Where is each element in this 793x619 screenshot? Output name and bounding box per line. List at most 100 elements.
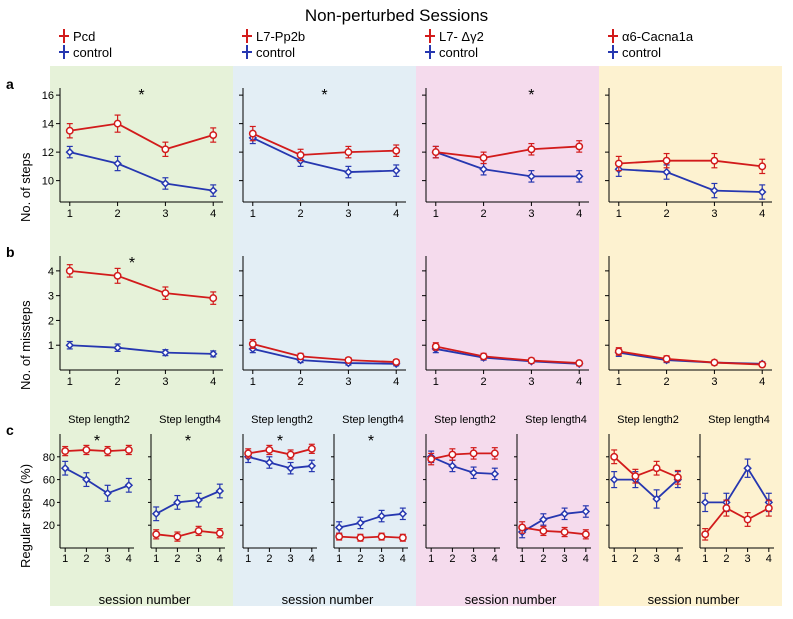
panel-c-2-0: 1234	[406, 428, 504, 568]
x-axis-label: session number	[609, 592, 778, 607]
svg-text:2: 2	[115, 376, 121, 388]
svg-text:10: 10	[42, 176, 54, 188]
svg-text:2: 2	[664, 208, 670, 220]
svg-text:1: 1	[616, 208, 622, 220]
panel-c-0-1: 1 2 3 4 *	[131, 428, 229, 568]
svg-text:1: 1	[616, 376, 622, 388]
svg-text:3: 3	[379, 553, 385, 565]
svg-text:1: 1	[433, 208, 439, 220]
svg-text:2: 2	[266, 553, 272, 565]
svg-text:4: 4	[583, 553, 589, 565]
svg-text:2: 2	[357, 553, 363, 565]
svg-text:3: 3	[162, 376, 168, 388]
svg-text:2: 2	[83, 553, 89, 565]
svg-text:3: 3	[345, 208, 351, 220]
svg-text:20: 20	[43, 520, 55, 532]
svg-text:14: 14	[42, 119, 54, 131]
legend: α6-Cacna1acontrol	[609, 28, 693, 60]
svg-text:1: 1	[250, 376, 256, 388]
svg-text:4: 4	[400, 553, 406, 565]
x-axis-label: session number	[60, 592, 229, 607]
svg-text:2: 2	[48, 315, 54, 327]
svg-text:2: 2	[449, 553, 455, 565]
panel-c-3-1: 1234	[680, 428, 778, 568]
svg-text:80: 80	[43, 452, 55, 464]
svg-text:1: 1	[48, 340, 54, 352]
svg-text:2: 2	[481, 376, 487, 388]
svg-text:4: 4	[759, 208, 765, 220]
svg-text:2: 2	[632, 553, 638, 565]
legend-marker-control	[609, 48, 617, 56]
svg-text:4: 4	[759, 376, 765, 388]
panel-b-3: 1234	[579, 250, 778, 390]
svg-text:3: 3	[48, 291, 54, 303]
legend-label-control: control	[256, 45, 295, 60]
sub-panel-title: Step length4	[329, 414, 417, 426]
legend-marker-control	[426, 48, 434, 56]
panel-b-2: 1234	[396, 250, 595, 390]
panel-c-1-0: 1234*	[223, 428, 321, 568]
svg-text:*: *	[94, 433, 100, 450]
legend-label-mutant: Pcd	[73, 29, 95, 44]
legend-label-control: control	[622, 45, 661, 60]
svg-text:3: 3	[162, 208, 168, 220]
panel-c-2-1: 1 2 3 4	[497, 428, 595, 568]
row-label: a	[6, 76, 14, 92]
svg-text:3: 3	[471, 553, 477, 565]
legend-marker-mutant	[426, 32, 434, 40]
legend-marker-mutant	[609, 32, 617, 40]
svg-text:1: 1	[153, 553, 159, 565]
svg-text:40: 40	[43, 497, 55, 509]
panel-c-0-0: 204060801234*	[30, 428, 138, 568]
svg-text:1: 1	[611, 553, 617, 565]
svg-text:1: 1	[336, 553, 342, 565]
panel-b-1: 1234	[213, 250, 412, 390]
svg-text:1: 1	[250, 208, 256, 220]
legend: Pcdcontrol	[60, 28, 112, 60]
svg-text:1: 1	[428, 553, 434, 565]
svg-text:1: 1	[433, 376, 439, 388]
sub-panel-title: Step length2	[421, 414, 509, 426]
svg-text:3: 3	[711, 208, 717, 220]
legend: L7- Δγ2control	[426, 28, 484, 60]
legend-label-mutant: L7- Δγ2	[439, 29, 484, 44]
svg-text:1: 1	[245, 553, 251, 565]
legend-label-control: control	[439, 45, 478, 60]
svg-text:*: *	[528, 87, 534, 104]
svg-text:4: 4	[217, 553, 223, 565]
svg-text:*: *	[129, 255, 135, 272]
svg-text:3: 3	[654, 553, 660, 565]
svg-text:2: 2	[174, 553, 180, 565]
svg-text:2: 2	[298, 208, 304, 220]
svg-text:3: 3	[528, 376, 534, 388]
svg-text:3: 3	[745, 553, 751, 565]
svg-text:3: 3	[562, 553, 568, 565]
panel-a-3: 1 2 3 4	[579, 82, 778, 222]
svg-text:3: 3	[196, 553, 202, 565]
row-label: b	[6, 244, 15, 260]
svg-text:4: 4	[48, 266, 54, 278]
svg-text:1: 1	[62, 553, 68, 565]
panel-a-0: 101214161234*	[30, 82, 229, 222]
legend-label-mutant: L7-Pp2b	[256, 29, 305, 44]
svg-text:*: *	[185, 433, 191, 450]
row-label: c	[6, 422, 14, 438]
svg-text:*: *	[277, 433, 283, 450]
panel-a-1: 1234*	[213, 82, 412, 222]
svg-text:*: *	[138, 87, 144, 104]
panel-c-3-0: 1234	[589, 428, 687, 568]
svg-text:2: 2	[723, 553, 729, 565]
svg-text:2: 2	[540, 553, 546, 565]
sub-panel-title: Step length2	[238, 414, 326, 426]
legend-marker-mutant	[243, 32, 251, 40]
panel-c-1-1: 1234*	[314, 428, 412, 568]
legend-marker-mutant	[60, 32, 68, 40]
sub-panel-title: Step length2	[55, 414, 143, 426]
x-axis-label: session number	[243, 592, 412, 607]
svg-text:1: 1	[519, 553, 525, 565]
sub-panel-title: Step length2	[604, 414, 692, 426]
figure-title: Non-perturbed Sessions	[0, 6, 793, 26]
svg-text:3: 3	[711, 376, 717, 388]
legend: L7-Pp2bcontrol	[243, 28, 305, 60]
svg-text:12: 12	[42, 147, 54, 159]
